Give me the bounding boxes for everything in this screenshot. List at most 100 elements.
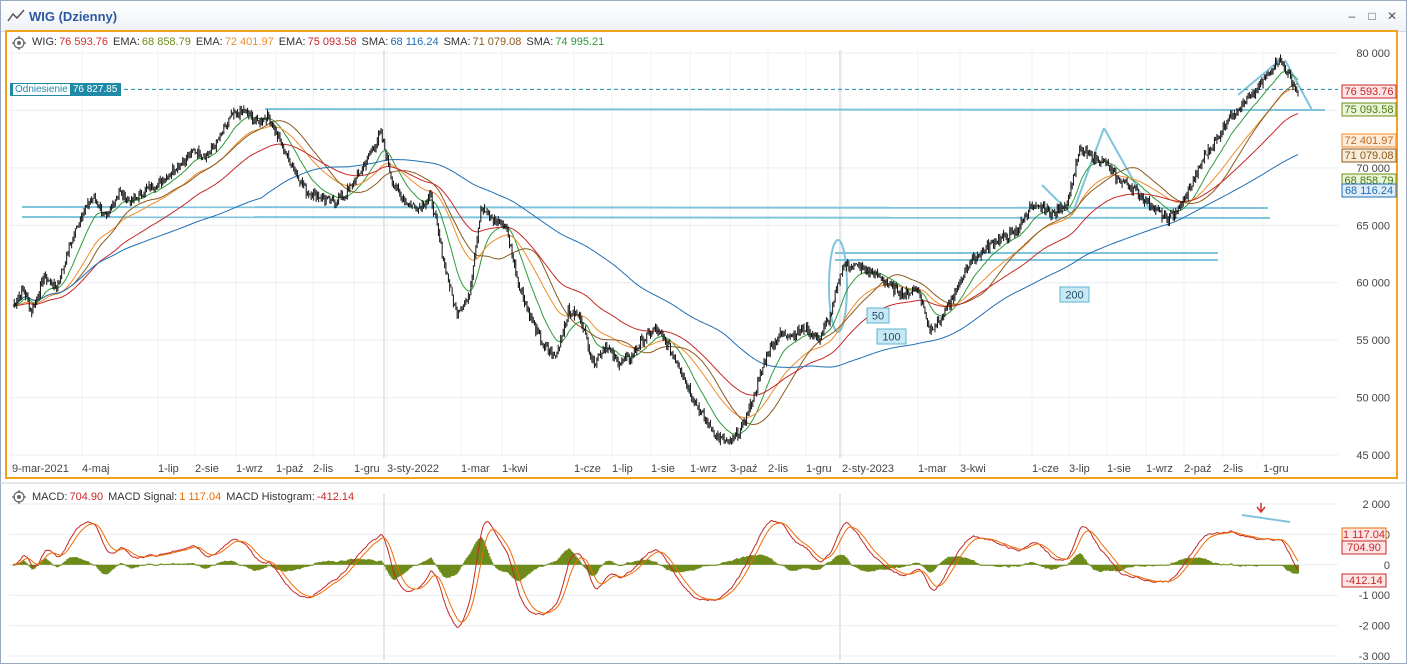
macd-histogram-bar [944, 558, 947, 565]
macd-histogram-bar [1206, 560, 1209, 565]
macd-histogram-bar [53, 564, 56, 566]
macd-histogram-bar [109, 564, 112, 572]
macd-histogram-bar [636, 560, 638, 565]
macd-histogram-bar [388, 564, 390, 574]
macd-settings-gear-icon[interactable] [12, 490, 26, 504]
macd-lines [12, 503, 1299, 628]
macd-histogram-bar [1201, 558, 1204, 565]
macd-histogram-bar [576, 557, 579, 565]
macd-histogram-bar [1242, 564, 1245, 566]
close-button[interactable]: ✕ [1386, 9, 1398, 23]
macd-histogram-bar [378, 560, 380, 565]
macd-histogram-bar [1230, 563, 1232, 565]
macd-tag-text: 704.90 [1347, 542, 1381, 554]
macd-histogram-bar [907, 564, 909, 566]
macd-histogram-bar [910, 564, 913, 566]
macd-histogram-bar [449, 564, 451, 578]
macd-histogram-bar [255, 564, 258, 571]
macd-histogram-bar [142, 564, 144, 566]
macd-histogram-bar [1178, 559, 1181, 565]
macd-histogram-bar [1151, 564, 1154, 567]
macd-histogram-bar [123, 564, 126, 566]
macd-histogram-bar [364, 559, 366, 565]
macd-histogram-bar [864, 564, 867, 572]
macd-histogram-bar [409, 564, 411, 569]
annotations: 50 100 200 [866, 286, 1090, 345]
macd-histogram-bar [784, 564, 787, 568]
macd-histogram-bar [390, 564, 393, 578]
macd-histogram-bar [330, 561, 333, 565]
macd-histogram-bar [44, 558, 47, 565]
main-chart-frame[interactable] [5, 30, 1398, 479]
macd-histogram-bar [1066, 564, 1069, 566]
macd-histogram-bar [964, 557, 966, 565]
x-tick-label: 1-wrz [1146, 463, 1173, 475]
macd-histogram-bar [797, 564, 799, 570]
macd-histogram-bar [19, 562, 22, 565]
macd-histogram-bar [348, 559, 350, 565]
macd-histogram-bar [612, 562, 615, 565]
macd-histogram-bar [656, 562, 658, 565]
macd-histogram-bar [548, 563, 551, 565]
macd-histogram-bar [1029, 561, 1031, 565]
macd-histogram-bar [608, 560, 611, 565]
macd-histogram-bar [1042, 564, 1045, 567]
macd-histogram-bar [1195, 557, 1197, 565]
macd-histogram-bar [485, 546, 487, 565]
macd-histogram-bar [688, 564, 691, 571]
macd-histogram-bar [1196, 558, 1199, 565]
macd-histogram-bar [1228, 563, 1231, 565]
macd-tag-text: -412.14 [1345, 575, 1382, 587]
macd-histogram-bar [370, 559, 373, 565]
legend-item-value: 68 116.24 [390, 36, 439, 48]
macd-histogram-bar [585, 564, 587, 569]
macd-histogram-bar [1232, 564, 1235, 566]
macd-histogram-bar [832, 559, 834, 565]
macd-histogram-bar [1266, 564, 1268, 566]
macd-histogram-bar [293, 564, 295, 571]
macd-histogram-bar [1001, 564, 1004, 567]
window-titlebar[interactable]: WIG (Dzienny) – □ ✕ [1, 1, 1406, 32]
macd-histogram-bar [1217, 563, 1220, 565]
macd-histogram-bar [1255, 564, 1257, 567]
macd-histogram-bar [1010, 564, 1013, 567]
macd-histogram-bar [1031, 562, 1034, 565]
macd-histogram-bar [530, 564, 532, 573]
macd-histogram-bar [998, 564, 1000, 567]
macd-histogram-bar [1248, 564, 1251, 566]
x-tick-label: 2-sie [195, 463, 219, 475]
macd-histogram-bar [676, 564, 678, 573]
macd-histogram-bar [386, 564, 389, 572]
macd-histogram-bar [223, 561, 225, 565]
maximize-button[interactable]: □ [1368, 9, 1376, 23]
macd-histogram-bar [369, 559, 371, 565]
macd-histogram-bar [525, 564, 527, 577]
macd-histogram-bar [1146, 564, 1149, 567]
macd-histogram-bar [1137, 564, 1140, 567]
macd-histogram-bar [144, 564, 147, 566]
macd-histogram-bar [640, 559, 642, 565]
macd-histogram-bar [630, 562, 632, 565]
macd-histogram-bar [949, 557, 952, 565]
macd-histogram-bar [850, 564, 853, 566]
macd-histogram-bar [542, 564, 545, 567]
price-tag-box [1341, 183, 1397, 198]
annotation-label: 100 [882, 332, 900, 344]
macd-histogram-bar [262, 564, 264, 569]
minimize-button[interactable]: – [1348, 9, 1356, 23]
settings-gear-icon[interactable] [12, 36, 26, 50]
macd-histogram-bar [113, 564, 116, 569]
moving-average-line [12, 113, 1299, 396]
macd-histogram-bar [611, 561, 613, 565]
macd-histogram-bar [494, 564, 496, 567]
macd-histogram-bar [274, 564, 277, 569]
y-tick-label: 65 000 [1356, 220, 1390, 232]
macd-histogram-bar [400, 564, 403, 576]
macd-histogram-bar [210, 564, 213, 566]
macd-histogram-bar [117, 564, 119, 566]
macd-histogram-bar [278, 564, 280, 570]
macd-histogram-bar [1292, 564, 1295, 574]
macd-histogram-bar [1059, 564, 1061, 567]
